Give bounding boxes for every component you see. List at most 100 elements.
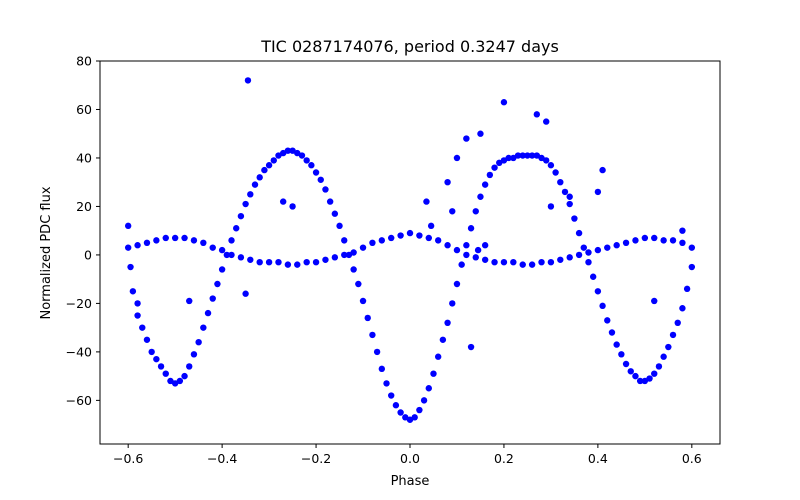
data-point	[641, 377, 649, 385]
data-point	[575, 229, 583, 237]
data-point	[430, 370, 437, 377]
data-point	[561, 188, 569, 196]
data-point	[322, 186, 329, 193]
data-point	[228, 237, 235, 244]
data-point	[477, 193, 484, 200]
data-point	[547, 162, 555, 169]
data-point	[200, 324, 207, 331]
data-point	[688, 263, 696, 271]
data-point	[364, 314, 371, 322]
data-point	[153, 237, 160, 244]
data-point	[500, 259, 508, 266]
data-point	[124, 222, 132, 230]
data-point	[646, 375, 653, 382]
data-point	[317, 176, 324, 183]
data-point	[218, 246, 226, 254]
x-axis-label: Phase	[391, 474, 430, 489]
data-point	[552, 169, 559, 176]
data-point	[651, 297, 658, 305]
data-point	[167, 377, 174, 385]
data-point	[190, 237, 198, 244]
y-tick-label: 0	[84, 247, 92, 262]
data-point	[204, 309, 212, 317]
y-axis-ticks: −60 −40 −20 0 20 40 60 80	[66, 54, 100, 408]
x-axis-ticks: −0.6 −0.4 −0.2 0.0 0.2 0.4 0.6	[113, 444, 702, 466]
data-point	[683, 285, 691, 293]
data-point	[599, 302, 606, 310]
data-point	[153, 355, 160, 363]
data-point	[148, 348, 155, 356]
data-point	[270, 157, 277, 164]
data-point	[444, 242, 451, 249]
y-tick-label: 80	[76, 54, 92, 69]
data-point	[406, 416, 414, 423]
data-point	[233, 225, 240, 232]
y-tick-label: −40	[66, 344, 92, 359]
data-point	[585, 249, 592, 256]
data-point	[528, 261, 536, 268]
data-point	[467, 225, 475, 232]
data-point	[350, 249, 357, 256]
data-point	[543, 118, 550, 125]
data-point	[519, 261, 526, 268]
data-point	[622, 360, 630, 368]
data-point	[359, 244, 367, 251]
data-point	[655, 363, 663, 370]
data-point	[453, 246, 461, 254]
data-point	[139, 324, 146, 331]
data-point	[237, 254, 245, 261]
data-point	[679, 305, 686, 312]
data-point	[510, 259, 517, 266]
data-point	[331, 254, 339, 261]
data-point	[157, 363, 165, 370]
x-tick-label: 0.0	[400, 451, 420, 466]
data-point	[566, 193, 573, 200]
data-point	[242, 290, 249, 297]
data-point	[538, 259, 545, 266]
data-point	[594, 188, 602, 196]
data-point	[256, 259, 263, 266]
data-point	[331, 210, 339, 217]
data-point	[228, 251, 235, 259]
data-point	[279, 198, 287, 205]
data-point	[453, 154, 461, 162]
data-point	[186, 363, 193, 370]
data-point	[279, 149, 287, 157]
data-point	[444, 179, 451, 186]
data-point	[378, 365, 386, 373]
data-point	[244, 77, 252, 84]
data-point	[242, 200, 249, 208]
y-axis-label: Normalized PDC flux	[39, 186, 54, 319]
data-points	[124, 77, 696, 423]
data-point	[425, 385, 432, 392]
x-tick-label: −0.6	[113, 451, 143, 466]
data-point	[209, 295, 216, 302]
data-point	[214, 280, 221, 288]
data-point	[388, 234, 395, 242]
data-point	[481, 256, 489, 263]
data-point	[251, 181, 259, 188]
data-point	[312, 259, 320, 266]
data-point	[486, 171, 494, 179]
data-point	[463, 242, 470, 249]
data-point	[359, 297, 367, 305]
x-tick-label: −0.2	[301, 451, 331, 466]
data-point	[420, 397, 428, 404]
data-point	[594, 288, 602, 295]
data-point	[261, 166, 268, 174]
data-point	[679, 227, 686, 234]
data-point	[369, 331, 376, 339]
data-point	[294, 149, 301, 157]
data-point	[458, 261, 465, 268]
data-point	[434, 237, 442, 244]
data-point	[181, 372, 188, 380]
data-point	[275, 152, 282, 159]
data-point	[491, 164, 498, 171]
data-point	[124, 244, 132, 251]
data-point	[618, 351, 625, 358]
data-point	[373, 348, 381, 356]
data-point	[308, 162, 315, 169]
data-point	[406, 229, 414, 237]
data-point	[129, 288, 137, 295]
x-tick-label: −0.4	[207, 451, 237, 466]
